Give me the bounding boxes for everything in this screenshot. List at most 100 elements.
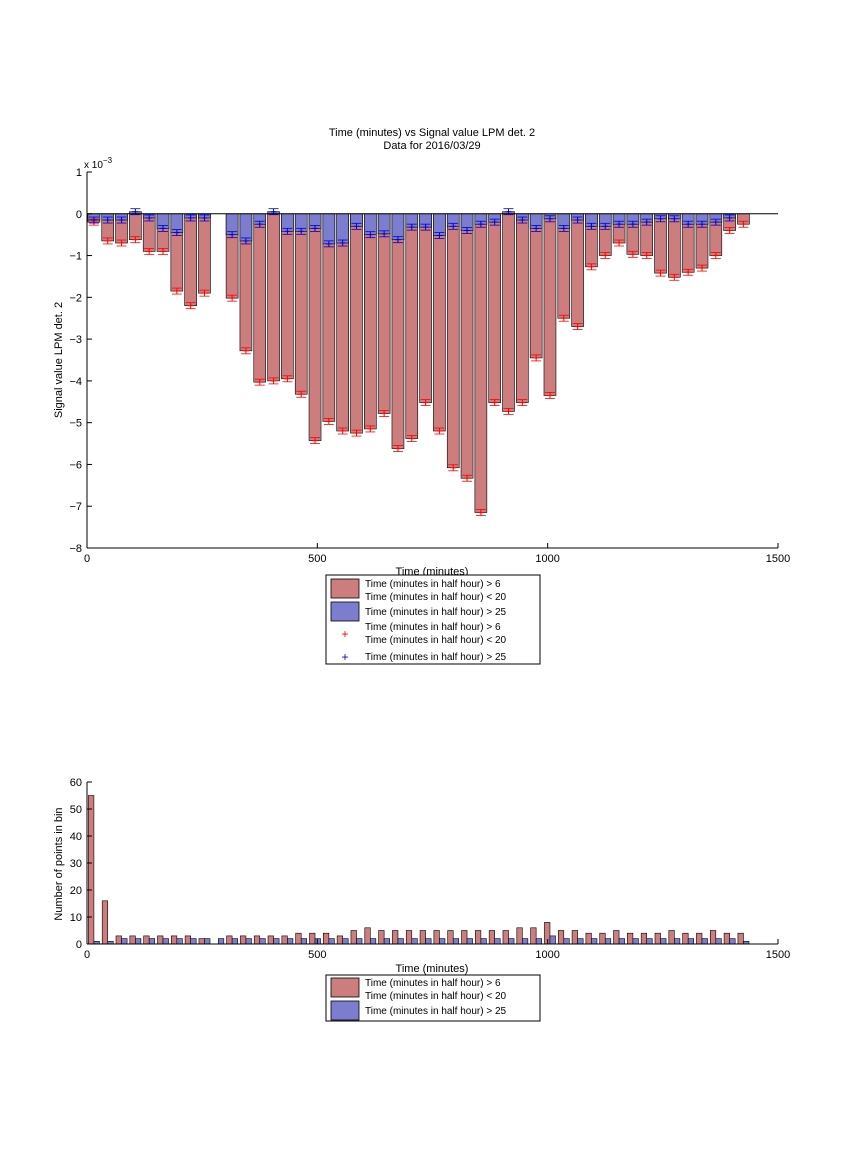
bar-red — [392, 930, 399, 945]
bar-blue — [687, 938, 694, 945]
bar-blue — [239, 213, 253, 242]
bar-blue — [715, 938, 722, 945]
bar-red — [529, 213, 543, 359]
bar-red — [143, 935, 150, 945]
bar-red — [295, 932, 302, 945]
bar-red — [323, 932, 330, 945]
bar-red — [488, 930, 495, 945]
x-tick-label: 500 — [308, 553, 326, 565]
bar-blue — [577, 938, 584, 945]
bar-blue — [231, 938, 238, 945]
bar-blue — [729, 938, 736, 945]
bar-red — [585, 932, 592, 945]
bar-blue — [480, 938, 487, 945]
x-tick-label: 0 — [84, 949, 90, 961]
bar-blue — [204, 938, 211, 945]
bar-blue — [322, 213, 336, 245]
bar-red — [253, 213, 267, 383]
bar-blue — [494, 938, 501, 945]
bar-blue — [508, 938, 515, 945]
bar-red — [198, 213, 211, 294]
bar-red — [696, 932, 703, 945]
bar-red — [198, 938, 205, 945]
bar-blue — [259, 938, 266, 945]
x-axis-label: Time (minutes) — [396, 963, 469, 975]
y-tick-label: 10 — [70, 912, 82, 924]
bar-red — [668, 213, 681, 278]
bar-blue — [397, 938, 404, 945]
bar-red — [184, 213, 197, 306]
legend-swatch-red — [330, 977, 360, 998]
bar-blue — [273, 938, 280, 945]
bar-red — [184, 935, 191, 945]
bar-blue — [370, 938, 377, 945]
bar-red — [129, 213, 142, 240]
bar-red — [294, 213, 308, 395]
bar-red — [502, 213, 515, 412]
bar-red — [240, 935, 247, 945]
bar-blue — [646, 938, 653, 945]
bar-red — [654, 213, 667, 274]
bar-red — [516, 213, 529, 403]
legend-entry: Time (minutes in half hour) > 6 — [365, 978, 501, 989]
bar-blue — [425, 938, 432, 945]
bar-red — [171, 935, 178, 945]
y-tick-label: 0 — [76, 939, 82, 951]
y-tick-label: 20 — [70, 885, 82, 897]
bar-blue — [287, 938, 294, 945]
bar-red — [157, 935, 164, 945]
bar-red — [281, 213, 294, 380]
y-tick-label: −1 — [69, 251, 82, 263]
legend-entry: Time (minutes in half hour) < 20 — [365, 592, 507, 603]
bar-blue — [452, 938, 460, 945]
bar-blue — [618, 938, 625, 945]
y-tick-label: −7 — [69, 501, 82, 513]
bar-red — [709, 930, 717, 945]
bar-red — [405, 213, 419, 439]
y-tick-label: 60 — [70, 777, 82, 789]
legend-marker-red: + — [341, 627, 348, 641]
bar-red — [364, 927, 371, 945]
x-tick-label: 1000 — [535, 553, 559, 565]
bar-blue — [439, 938, 446, 945]
bar-red — [599, 932, 606, 945]
y-tick-label: −8 — [69, 543, 82, 555]
bar-blue — [342, 938, 349, 945]
y-axis-label: Number of points in bin — [53, 807, 65, 920]
y-tick-label: −3 — [69, 334, 82, 346]
bar-blue — [674, 938, 681, 945]
bar-red — [571, 213, 584, 327]
bar-red — [433, 930, 440, 945]
bar-blue — [336, 213, 349, 244]
bar-red — [668, 930, 675, 945]
legend-top: + + Time (minutes in half hour) > 6 Time… — [325, 574, 541, 665]
bar-red — [613, 930, 620, 945]
bar-red — [281, 935, 288, 945]
bar-red — [723, 932, 730, 945]
x-tick-label: 500 — [308, 949, 326, 961]
legend-swatch-red — [330, 578, 360, 599]
bar-blue — [535, 938, 542, 945]
bar-red — [530, 927, 537, 945]
bar-blue — [162, 938, 169, 945]
legend-marker-blue: + — [341, 650, 348, 664]
bar-blue — [383, 938, 390, 945]
chart-subtitle: Data for 2016/03/29 — [383, 140, 480, 152]
y-tick-label: 50 — [70, 804, 82, 816]
bar-blue — [466, 938, 473, 945]
bar-blue — [135, 938, 142, 945]
x-tick-label: 1500 — [766, 949, 790, 961]
bar-red — [267, 213, 280, 382]
bar-red — [433, 213, 446, 432]
bar-red — [253, 935, 261, 945]
y-tick-label: 0 — [76, 209, 82, 221]
bar-blue — [604, 938, 612, 945]
bar-blue — [660, 938, 667, 945]
legend-entry: Time (minutes in half hour) > 25 — [365, 607, 507, 618]
bar-red — [488, 213, 501, 403]
y-tick-label: −4 — [69, 376, 82, 388]
x-tick-label: 1000 — [535, 949, 559, 961]
bar-red — [115, 935, 122, 945]
bar-red — [88, 795, 95, 945]
